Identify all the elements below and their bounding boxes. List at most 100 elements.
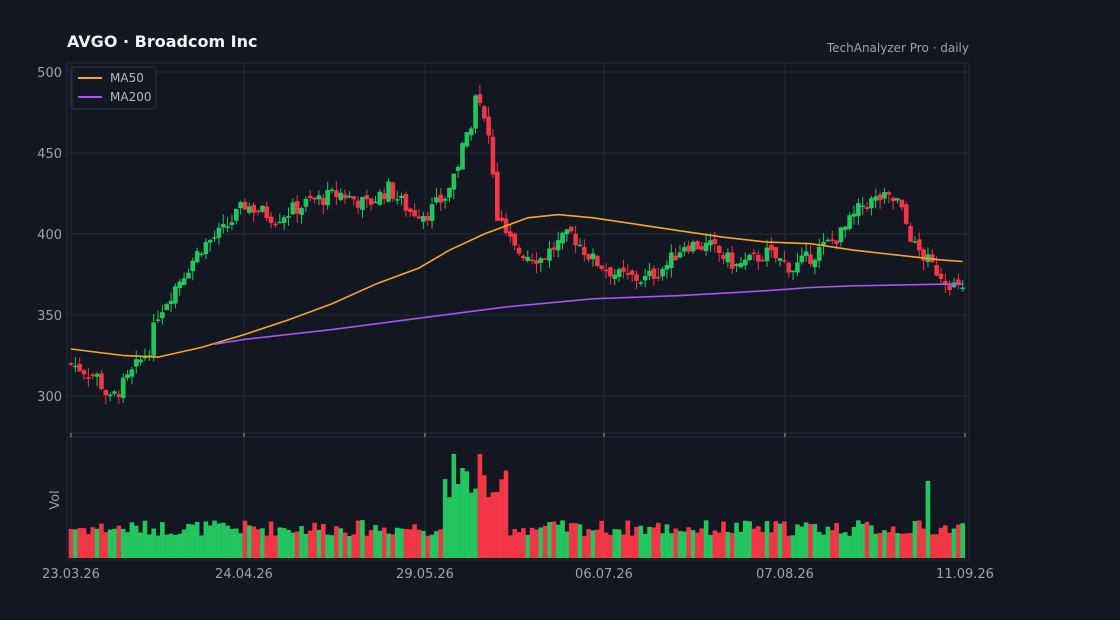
candle-body: [516, 247, 522, 254]
candle-body: [403, 194, 409, 211]
candle-body: [725, 252, 731, 263]
volume-bar: [608, 534, 613, 558]
candle-body: [120, 377, 126, 399]
volume-bar: [164, 534, 169, 558]
x-tick-label: 07.08.26: [756, 567, 814, 582]
candle-body: [873, 196, 879, 201]
volume-bar: [903, 533, 909, 558]
candle-body: [386, 181, 391, 202]
candle-body: [555, 240, 561, 251]
candle-body: [773, 247, 778, 259]
candle-body: [355, 200, 361, 208]
candle-body: [525, 256, 531, 261]
volume-bar: [168, 533, 174, 558]
volume-bar: [799, 526, 805, 558]
volume-bar: [647, 526, 652, 558]
candle-body: [847, 215, 852, 229]
candle-body: [677, 252, 683, 258]
candle-body: [277, 221, 283, 224]
candle-body: [412, 210, 417, 217]
candle-body: [834, 240, 839, 244]
volume-bar: [603, 532, 609, 558]
volume-bar: [86, 534, 91, 558]
volume-bar: [307, 530, 313, 558]
volume-bar: [399, 528, 404, 558]
candle-body: [103, 389, 109, 396]
x-tick-label: 29.05.26: [396, 567, 454, 582]
volume-bar: [695, 532, 700, 558]
candle-body: [712, 239, 718, 244]
volume-bar: [790, 535, 796, 558]
volume-bar: [94, 528, 100, 558]
volume-bar: [703, 520, 709, 558]
candle-body: [721, 255, 726, 260]
volume-bar: [133, 525, 139, 558]
candle-body: [521, 255, 526, 259]
candle-body: [390, 182, 396, 199]
volume-bar: [869, 525, 874, 558]
volume-bar: [273, 535, 278, 558]
volume-bar: [321, 523, 326, 558]
volume-bar: [408, 529, 413, 558]
candle-body: [769, 245, 774, 251]
volume-bar: [599, 520, 604, 558]
volume-bar: [260, 528, 265, 558]
candle-body: [381, 193, 387, 200]
candle-body: [477, 94, 483, 104]
ma200-line: [214, 283, 963, 345]
candle-body: [651, 268, 657, 279]
volume-bar: [268, 521, 274, 558]
candle-body: [473, 95, 478, 129]
volume-bar: [338, 528, 343, 558]
volume-bar: [499, 479, 504, 558]
volume-bar: [729, 533, 735, 558]
volume-bar: [390, 534, 396, 558]
candle-body: [608, 267, 613, 277]
candle-body: [394, 199, 400, 201]
candle-body: [864, 207, 870, 209]
volume-bar: [247, 525, 252, 558]
moving-averages: [70, 213, 963, 358]
candle-body: [786, 262, 792, 273]
volume-bar: [573, 523, 578, 558]
volume-bar: [190, 524, 196, 558]
candle-body: [843, 226, 848, 230]
candle-body: [77, 363, 82, 372]
candle-body: [299, 208, 304, 215]
chart-subtitle: TechAnalyzer Pro · daily: [826, 41, 969, 55]
volume-bar: [242, 520, 248, 558]
candle-body: [851, 213, 857, 217]
candle-body: [125, 374, 130, 379]
candle-body: [860, 205, 865, 207]
candle-body: [903, 204, 909, 224]
candle-body: [68, 363, 74, 365]
volume-bar: [177, 533, 183, 558]
volume-bar: [434, 531, 439, 558]
volume-bar: [925, 481, 931, 558]
y-tick-label: 500: [37, 66, 62, 81]
volume-bar: [960, 523, 966, 558]
candle-body: [495, 171, 500, 221]
volume-bar: [734, 522, 739, 558]
volume-bar: [690, 530, 696, 558]
volume-bar: [99, 523, 104, 558]
candle-body: [286, 216, 291, 218]
legend[interactable]: MA50 MA200: [71, 66, 157, 110]
volume-bar: [181, 529, 187, 558]
volume-bar: [394, 527, 400, 558]
candle-body: [321, 197, 326, 205]
candle-body: [234, 209, 239, 221]
legend-ma50-label: MA50: [110, 71, 144, 85]
volume-bar: [412, 524, 417, 558]
candle-body: [682, 247, 687, 252]
volume-bar: [90, 527, 96, 558]
candle-body: [129, 369, 135, 377]
candle-body: [708, 240, 713, 246]
candle-body: [194, 251, 200, 263]
volume-bar: [451, 454, 457, 558]
candle-body: [808, 254, 813, 264]
volume-bar: [416, 529, 422, 558]
candle-body: [151, 322, 156, 356]
volume-bar: [664, 524, 670, 558]
